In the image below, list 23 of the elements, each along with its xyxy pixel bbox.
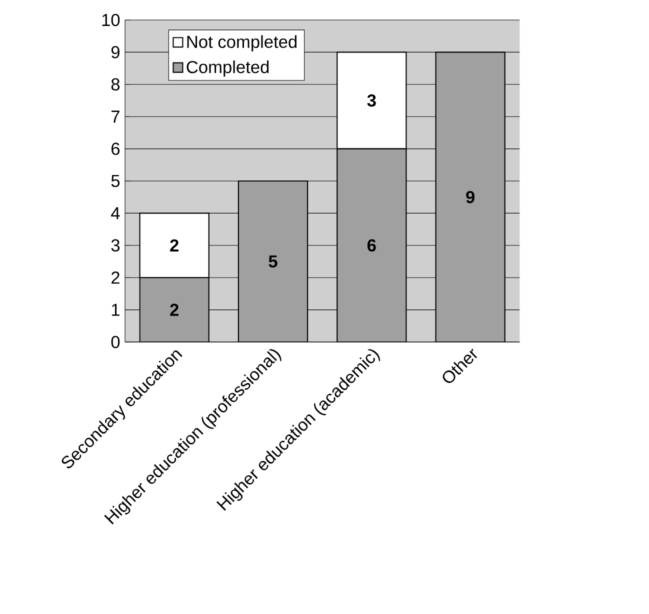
legend-label: Completed bbox=[186, 60, 269, 77]
data-label: 2 bbox=[170, 304, 178, 316]
y-tick-label: 8 bbox=[111, 78, 120, 91]
y-tick-label: 5 bbox=[111, 174, 120, 188]
y-tick-label: 7 bbox=[112, 110, 120, 123]
y-tick-label: 4 bbox=[111, 207, 120, 220]
data-label: 3 bbox=[367, 94, 376, 107]
y-tick-label: 0 bbox=[111, 336, 120, 348]
bar bbox=[435, 52, 506, 342]
y-tick-label: 6 bbox=[112, 142, 120, 155]
y-tick-label: 9 bbox=[111, 46, 120, 58]
data-label: 9 bbox=[466, 190, 475, 204]
y-tick-label: 10 bbox=[102, 14, 120, 26]
y-tick-label: 3 bbox=[111, 239, 120, 252]
bar bbox=[140, 278, 209, 342]
bar bbox=[337, 148, 406, 342]
legend-label: Not completed bbox=[187, 35, 297, 52]
data-label: 5 bbox=[268, 255, 278, 268]
y-tick-label: 2 bbox=[112, 272, 120, 284]
data-label: 2 bbox=[170, 239, 178, 252]
bar bbox=[238, 181, 308, 342]
data-label: 6 bbox=[367, 239, 376, 252]
y-tick-label: 1 bbox=[112, 304, 120, 316]
